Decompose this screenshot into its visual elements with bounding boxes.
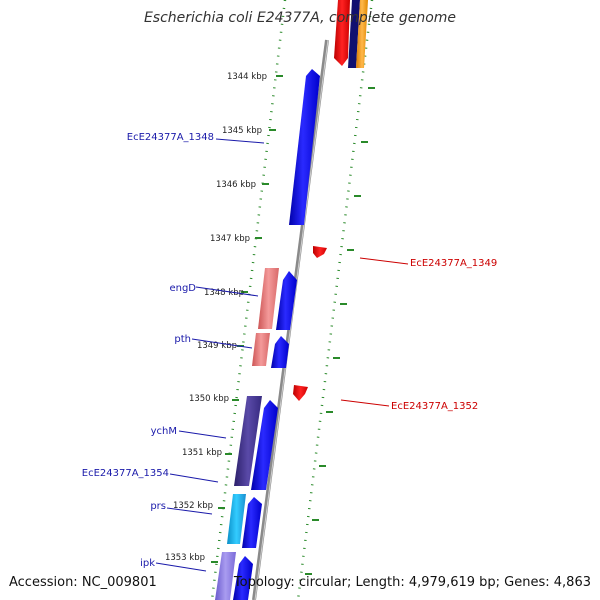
gene-label-prs[interactable]: prs: [150, 501, 166, 512]
label-leader: [215, 138, 265, 144]
gene-label-pth[interactable]: pth: [174, 334, 191, 345]
label-leader: [359, 257, 409, 265]
ruler-ticks: 1344 kbp 1345 kbp 1346 kbp 1347 kbp 1348…: [165, 72, 283, 563]
gene-feature-purple: [234, 396, 262, 486]
ruler-tick-label: 1348 kbp: [204, 288, 244, 298]
genome-summary: Topology: circular; Length: 4,979,619 bp…: [233, 575, 591, 590]
gene-label-EcE24377A_1354[interactable]: EcE24377A_1354: [82, 468, 169, 479]
ruler-tick-label: 1345 kbp: [222, 126, 262, 136]
reverse-cds-feature: [293, 385, 308, 401]
label-leader: [191, 338, 253, 349]
forward-cds-feature: [242, 497, 262, 548]
left-gene-labels: EcE24377A_1348 engD pth ychM EcE24377A_1…: [82, 132, 265, 572]
gene-label-engD[interactable]: engD: [169, 283, 196, 294]
forward-cds-feature: [233, 556, 253, 600]
label-leader: [340, 399, 390, 407]
forward-cds-feature: [276, 271, 297, 330]
ruler-tick-label: 1344 kbp: [227, 72, 267, 82]
label-leader: [178, 430, 227, 439]
gene-label-ychM[interactable]: ychM: [151, 426, 177, 437]
genome-backbone-highlight: [254, 39, 329, 600]
minor-ticks-right: [305, 87, 375, 575]
forward-cds-feature: [251, 400, 278, 490]
gene-label-EcE24377A_1352[interactable]: EcE24377A_1352: [391, 401, 478, 412]
gene-feature-cyan: [227, 494, 246, 544]
gene-feature-lavender: [215, 552, 236, 600]
ruler-tick-label: 1347 kbp: [210, 234, 250, 244]
ruler-tick-label: 1346 kbp: [216, 180, 256, 190]
gene-feature-pink: [252, 333, 270, 366]
ruler-tick-label: 1353 kbp: [165, 553, 205, 563]
label-leader: [155, 562, 207, 572]
forward-cds-feature: [356, 0, 368, 68]
ruler-tick-label: 1351 kbp: [182, 448, 222, 458]
map-title: Escherichia coli E24377A, complete genom…: [143, 10, 457, 26]
gene-feature-pink: [258, 268, 279, 329]
forward-cds-feature: [271, 336, 289, 368]
ruler-tick-label: 1350 kbp: [189, 394, 229, 404]
gene-label-EcE24377A_1349[interactable]: EcE24377A_1349: [410, 258, 497, 269]
ruler-tick-label: 1349 kbp: [197, 341, 237, 351]
label-leader: [166, 507, 213, 515]
gene-label-EcE24377A_1348[interactable]: EcE24377A_1348: [127, 132, 214, 143]
reverse-cds-feature: [334, 0, 350, 66]
ruler-tick-label: 1352 kbp: [173, 501, 213, 511]
right-gene-labels: EcE24377A_1349 EcE24377A_1352: [340, 257, 497, 412]
gene-label-ipk[interactable]: ipk: [140, 558, 155, 569]
forward-cds-feature: [289, 69, 320, 225]
label-leader: [169, 473, 219, 483]
label-leader: [195, 286, 259, 297]
reverse-cds-feature: [313, 246, 327, 258]
accession-label: Accession: NC_009801: [9, 575, 157, 590]
